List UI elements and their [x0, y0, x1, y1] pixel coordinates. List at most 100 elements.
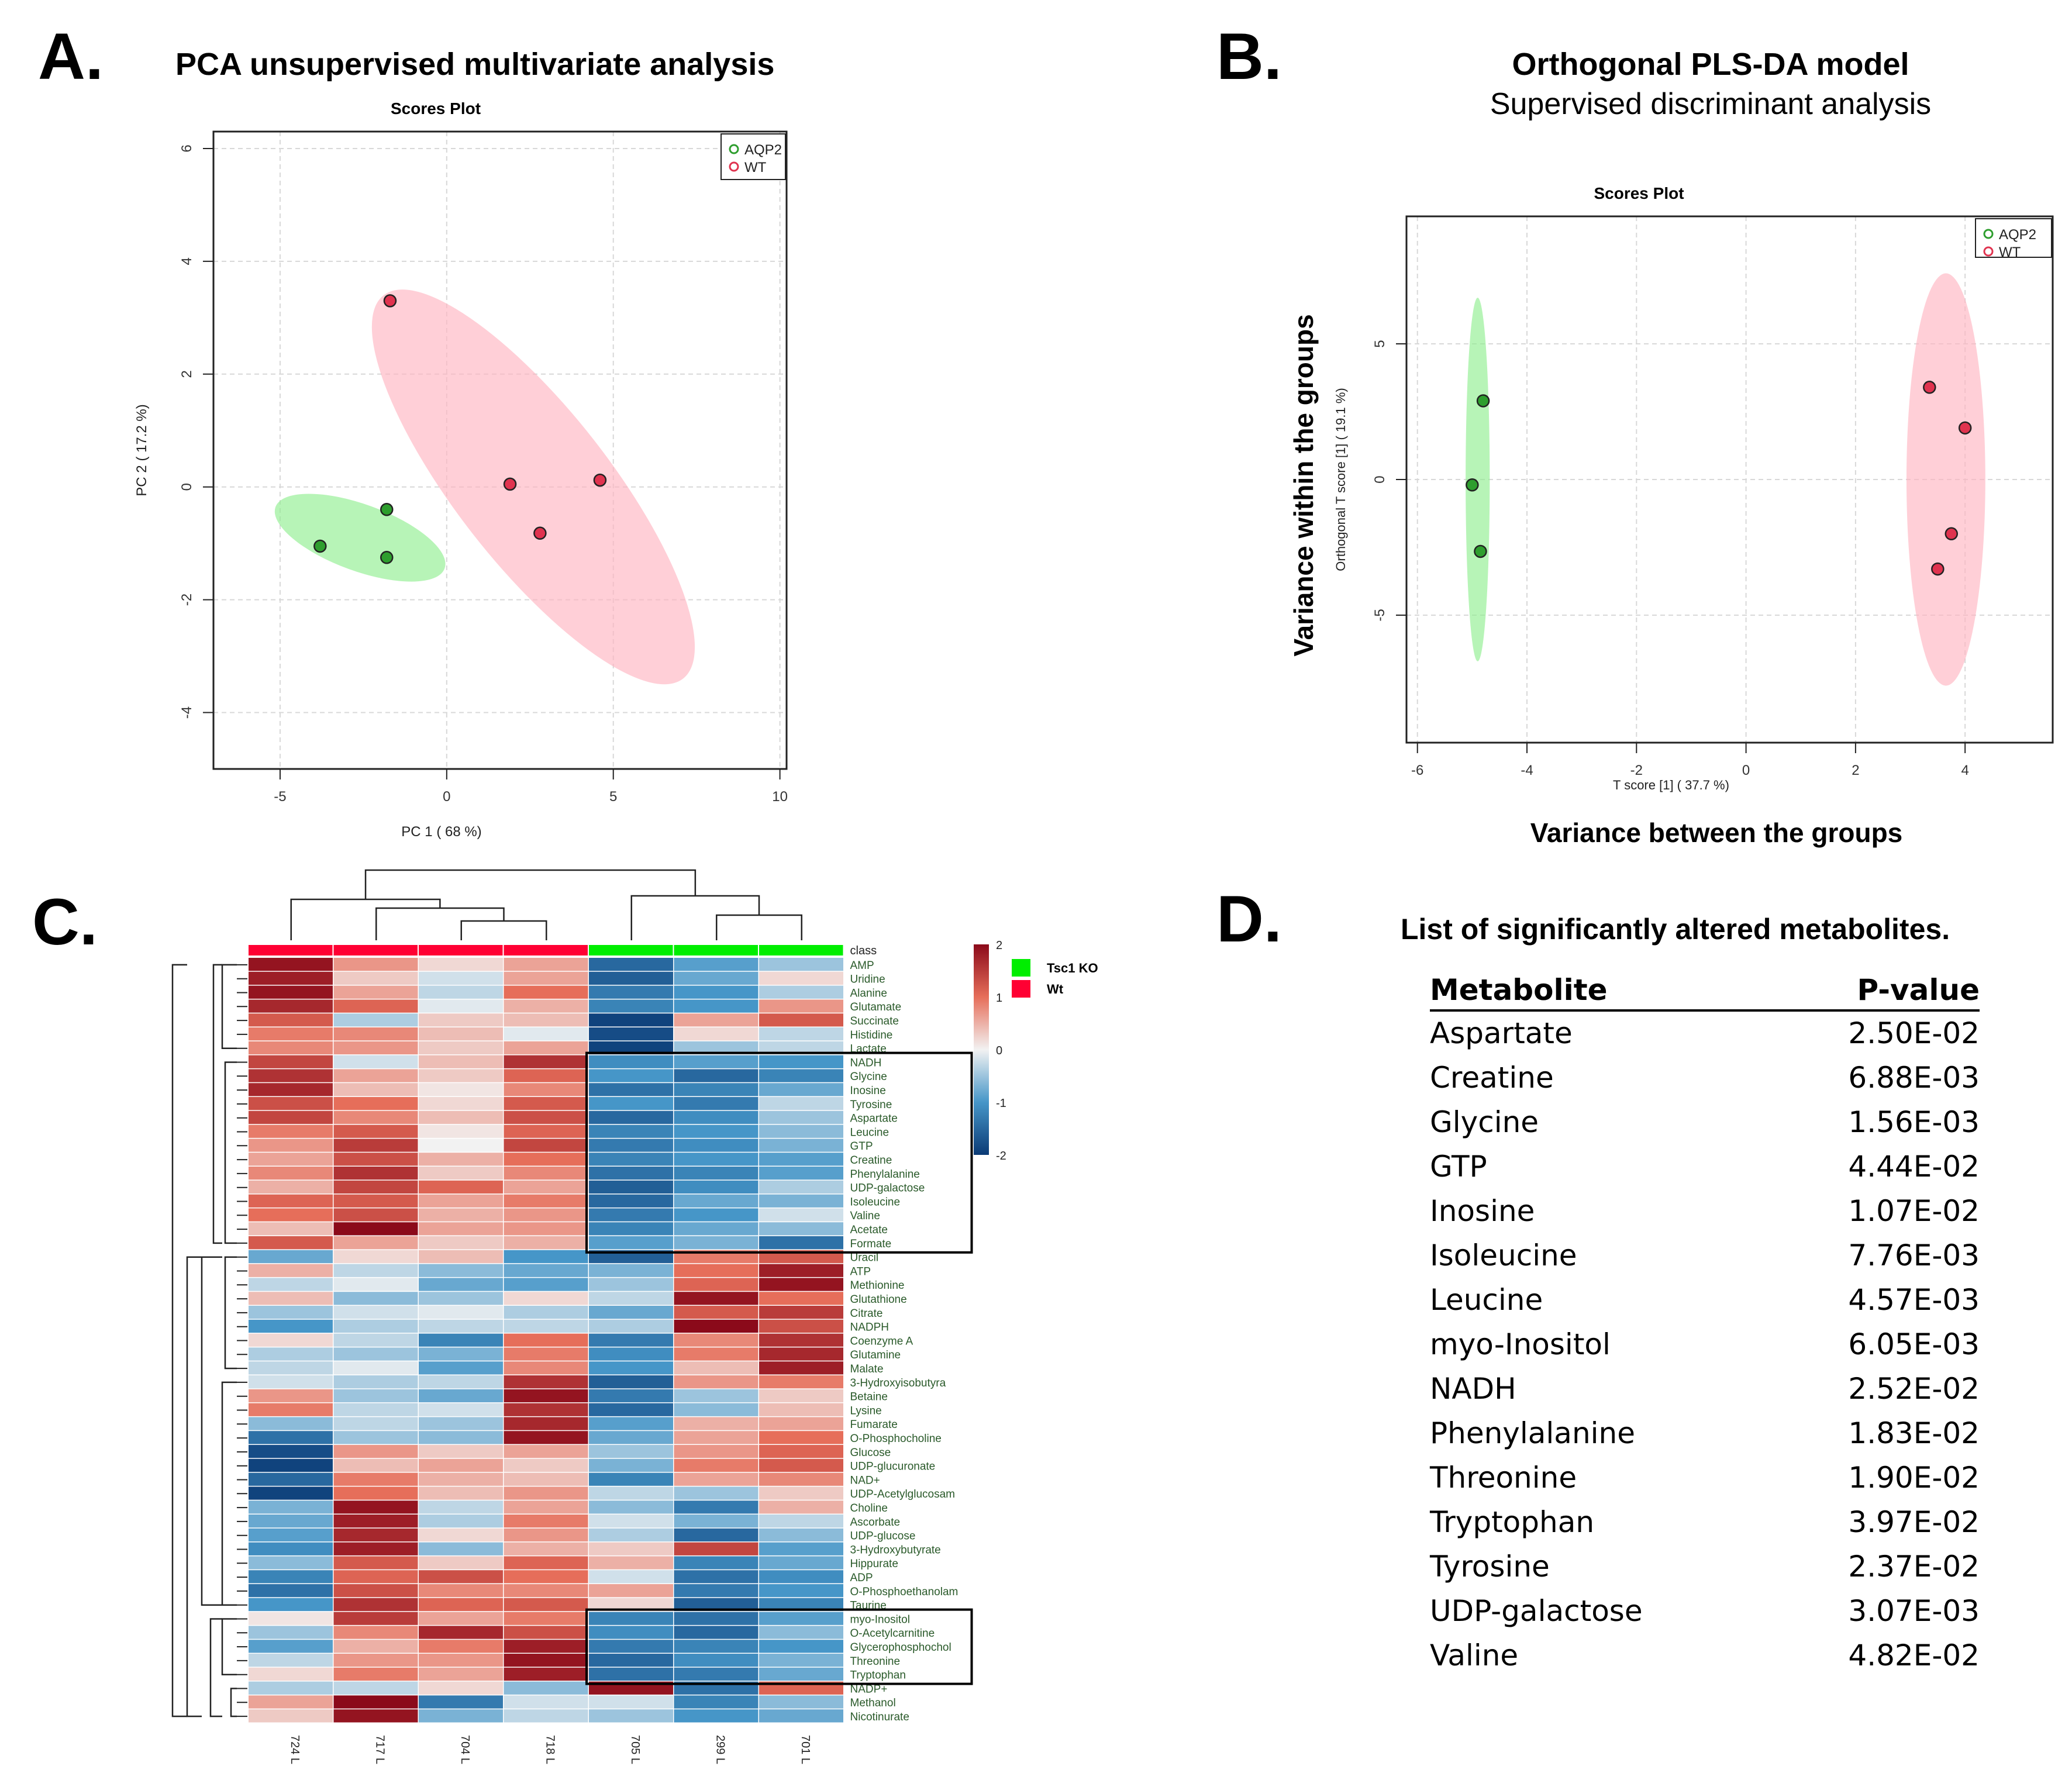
- heatmap-cell: [504, 1264, 588, 1277]
- heatmap-cell: [419, 1472, 503, 1486]
- row-label: 3-Hydroxyisobutyra: [850, 1377, 946, 1389]
- heatmap-cell: [333, 1250, 418, 1264]
- heatmap-cell: [504, 1695, 588, 1709]
- heatmap-cell: [674, 1375, 759, 1389]
- legend-box: [720, 133, 786, 180]
- heatmap-cell: [504, 1110, 588, 1124]
- heatmap-cell: [674, 1097, 759, 1110]
- heatmap-cell: [589, 1110, 673, 1124]
- legend-marker-wt: [1983, 246, 1994, 257]
- heatmap-cell: [759, 1153, 843, 1166]
- heatmap-cell: [504, 1486, 588, 1500]
- row-label: GTP: [850, 1140, 873, 1153]
- metabolite-name: NADH: [1430, 1372, 1516, 1406]
- heatmap-cell: [249, 1069, 333, 1082]
- heatmap-cell: [674, 1027, 759, 1041]
- row-label: Glycine: [850, 1071, 887, 1083]
- heatmap-cell: [589, 1167, 673, 1180]
- heatmap-cell: [419, 1347, 503, 1361]
- heatmap-cell: [504, 1417, 588, 1430]
- heatmap-cell: [333, 1417, 418, 1430]
- heatmap-cell: [419, 1083, 503, 1096]
- confidence-ellipse-aqp2: [274, 494, 446, 582]
- heatmap-cell: [674, 985, 759, 999]
- heatmap-cell: [674, 1306, 759, 1319]
- heatmap-cell: [333, 1612, 418, 1625]
- pca-scores-plot: -5 0 5 10 -4 -2 0 2 4 6 Scores Plot PC 1 ( 68 %) PC …: [134, 99, 788, 840]
- heatmap-cell: [674, 1194, 759, 1208]
- column-label: 718 L: [543, 1735, 556, 1764]
- y-tick-label: -2: [179, 594, 195, 606]
- heatmap-cell: [759, 999, 843, 1013]
- heatmap-cell: [504, 1222, 588, 1236]
- heatmap-cell: [249, 1375, 333, 1389]
- table-row: Isoleucine 7.76E-03: [1430, 1234, 1980, 1278]
- heatmap-cell: [674, 1319, 759, 1333]
- row-label: Methionine: [850, 1279, 905, 1292]
- row-label: NAD+: [850, 1474, 880, 1486]
- header-metabolite: Metabolite: [1430, 970, 1770, 1012]
- table-header-row: Metabolite P-value: [1430, 970, 1980, 1012]
- heatmap-cell: [249, 1180, 333, 1194]
- data-point-aqp2: [313, 539, 327, 553]
- heatmap-cell: [333, 1153, 418, 1166]
- heatmap-cell: [249, 1570, 333, 1584]
- heatmap-cell: [249, 1445, 333, 1458]
- row-label: Phenylalanine: [850, 1168, 920, 1181]
- heatmap-cell: [589, 1264, 673, 1277]
- heatmap-cell: [674, 1640, 759, 1653]
- row-label: AMP: [850, 960, 874, 972]
- row-dendrogram-branch: [230, 1688, 237, 1717]
- row-label: Lysine: [850, 1405, 882, 1417]
- heatmap-cell: [504, 1097, 588, 1110]
- metabolite-pvalue: 1.07E-02: [1848, 1194, 1980, 1228]
- heatmap-cell: [674, 1584, 759, 1598]
- heatmap-cell: [589, 1556, 673, 1569]
- heatmap-cell: [419, 1180, 503, 1194]
- heatmap-cell: [419, 1278, 503, 1291]
- legend-label-wt: WT: [744, 160, 767, 175]
- heatmap-cell: [504, 958, 588, 971]
- heatmap-cell: [759, 1626, 843, 1639]
- heatmap-cell: [333, 1083, 418, 1096]
- heatmap-cell: [333, 1264, 418, 1277]
- heatmap-cell: [589, 1458, 673, 1472]
- heatmap-cell: [759, 1194, 843, 1208]
- heatmap-cell: [333, 1110, 418, 1124]
- heatmap-cell: [249, 1612, 333, 1625]
- heatmap-cell: [759, 1458, 843, 1472]
- row-label: myo-Inositol: [850, 1613, 910, 1626]
- heatmap-cell: [504, 1598, 588, 1612]
- row-label: Ascorbate: [850, 1516, 901, 1529]
- heatmap-cell: [249, 971, 333, 985]
- heatmap-cell: [419, 1208, 503, 1222]
- table-row: Phenylalanine 1.83E-02: [1430, 1412, 1980, 1456]
- heatmap-cell: [589, 1222, 673, 1236]
- heatmap-cell: [674, 1431, 759, 1444]
- heatmap-cell: [504, 1542, 588, 1555]
- heatmap-cell: [249, 1515, 333, 1528]
- heatmap-cell: [759, 971, 843, 985]
- heatmap-cell: [504, 1333, 588, 1347]
- row-label: Threonine: [850, 1655, 901, 1668]
- metabolite-list-title: List of significantly altered metabolite…: [1401, 913, 1950, 946]
- column-dendrogram-branch: [364, 869, 697, 899]
- heatmap-cell: [419, 1361, 503, 1375]
- heatmap-cell: [674, 1667, 759, 1681]
- heatmap-cell: [674, 1486, 759, 1500]
- heatmap-cell: [589, 1333, 673, 1347]
- row-label: Leucine: [850, 1126, 890, 1139]
- heatmap-cell: [589, 1306, 673, 1319]
- heatmap-cell: [333, 1654, 418, 1667]
- heatmap-cell: [589, 1654, 673, 1667]
- heatmap-cell: [759, 1570, 843, 1584]
- heatmap-cell: [589, 1570, 673, 1584]
- metabolite-name: myo-Inositol: [1430, 1327, 1611, 1361]
- heatmap-cell: [249, 1083, 333, 1096]
- heatmap-cell: [589, 1431, 673, 1444]
- panel-b-subtitle: Supervised discriminant analysis: [1490, 87, 1931, 121]
- metabolite-pvalue: 4.82E-02: [1848, 1638, 1980, 1672]
- heatmap-cell: [333, 971, 418, 985]
- heatmap-cell: [504, 1013, 588, 1027]
